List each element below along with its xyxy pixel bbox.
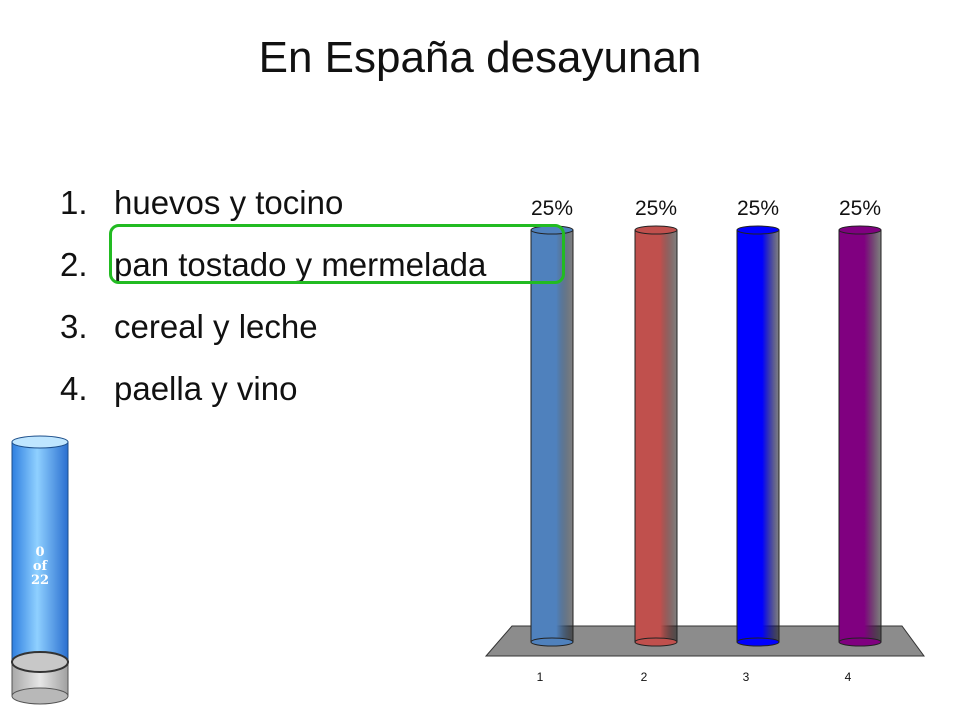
answer-option-4[interactable]: 4. paella y vino bbox=[60, 358, 486, 420]
data-label-4: 25% bbox=[839, 197, 881, 220]
data-label-3: 25% bbox=[737, 197, 779, 220]
bar-2 bbox=[634, 225, 678, 647]
answer-list: 1. huevos y tocino 2. pan tostado y mermel… bbox=[60, 172, 486, 420]
answer-option-3[interactable]: 3. cereal y leche bbox=[60, 296, 486, 358]
x-tick-label-4: 4 bbox=[845, 670, 852, 684]
answer-number: 2. bbox=[60, 246, 88, 283]
answer-option-1[interactable]: 1. huevos y tocino bbox=[60, 172, 486, 234]
response-count: 0 of 22 bbox=[8, 546, 72, 588]
response-count-of: of bbox=[32, 559, 48, 574]
response-count-total: 22 bbox=[30, 573, 50, 588]
answer-text: paella y vino bbox=[114, 370, 298, 407]
bar-3 bbox=[736, 225, 780, 647]
response-count-value: 0 bbox=[35, 545, 45, 560]
answer-number: 3. bbox=[60, 308, 88, 345]
bar-4 bbox=[838, 225, 882, 647]
x-tick-label-2: 2 bbox=[641, 670, 648, 684]
x-tick-label-3: 3 bbox=[743, 670, 750, 684]
response-counter-cylinder bbox=[11, 435, 69, 705]
bar-1 bbox=[530, 225, 574, 647]
answer-text: cereal y leche bbox=[114, 308, 318, 345]
answer-option-2[interactable]: 2. pan tostado y mermelada bbox=[60, 234, 486, 296]
answer-number: 1. bbox=[60, 184, 88, 221]
chart-floor bbox=[484, 625, 925, 657]
data-label-1: 25% bbox=[531, 197, 573, 220]
x-tick-label-1: 1 bbox=[537, 670, 544, 684]
answer-number: 4. bbox=[60, 370, 88, 407]
slide-title: En España desayunan bbox=[258, 33, 702, 82]
data-label-2: 25% bbox=[635, 197, 677, 220]
answer-text: huevos y tocino bbox=[114, 184, 344, 221]
answer-text: pan tostado y mermelada bbox=[114, 246, 487, 283]
